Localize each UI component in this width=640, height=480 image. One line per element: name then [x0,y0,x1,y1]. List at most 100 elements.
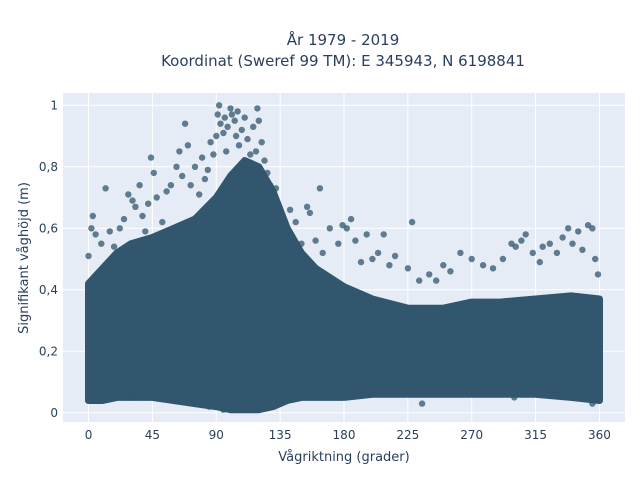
y-tick-label: 0,6 [39,221,58,235]
data-point [254,105,261,112]
data-point [380,231,387,238]
data-point [511,394,518,401]
data-point [145,200,152,207]
data-point [132,203,139,210]
data-point [489,265,497,272]
data-point [217,120,224,127]
data-point [275,209,282,217]
y-tick-label: 0,8 [39,160,58,174]
data-point [106,228,114,235]
data-point [369,391,376,398]
data-point [284,231,291,238]
data-point [176,148,183,155]
data-point [255,117,262,124]
x-tick-label: 360 [588,428,611,442]
data-point [565,225,572,232]
data-point [184,142,192,149]
data-point [404,265,412,272]
data-point [213,132,220,140]
data-point [98,240,105,247]
data-point [374,249,382,257]
y-axis-ticks: 0 0,2 0,4 0,6 0,8 1 [39,98,58,419]
data-point [129,197,136,204]
data-point [139,212,146,220]
data-point [223,148,230,155]
data-point [89,212,97,220]
data-point [347,215,355,223]
data-point [220,406,227,413]
data-point [120,215,128,223]
data-point [529,249,536,257]
data-point [234,108,241,115]
data-point [88,225,95,232]
data-point [518,237,525,244]
data-point [191,163,199,170]
data-point [589,400,596,407]
data-point [335,240,342,247]
x-tick-label: 315 [524,428,547,442]
x-tick-label: 135 [269,428,292,442]
chart-title-line-1: År 1979 - 2019 [287,30,400,49]
data-point [179,172,186,180]
x-axis-ticks: 0 45 90 135 180 225 270 315 360 [85,428,611,442]
data-point [262,403,270,410]
data-point [187,182,194,189]
data-point [125,191,132,198]
data-point [539,243,546,250]
data-point [319,249,326,257]
data-point [196,191,203,198]
data-point [231,117,238,124]
y-tick-label: 0 [50,406,58,420]
data-point [589,225,596,232]
data-point [234,406,241,413]
data-point [198,154,206,161]
data-point [215,102,223,109]
data-point [238,126,245,134]
data-point [201,175,209,183]
data-point [92,231,99,238]
data-point [110,243,118,250]
data-point [272,185,280,192]
data-point [159,218,166,226]
data-point [173,163,180,170]
data-point [250,123,257,130]
data-point [85,252,92,260]
data-point [553,249,561,257]
data-point [363,231,370,238]
data-point [298,240,305,247]
chart-title-line-2: Koordinat (Sweref 99 TM): E 345943, N 61… [161,52,525,70]
data-point [499,255,507,263]
data-point [247,151,254,158]
data-point [264,169,271,177]
data-point [235,142,243,149]
data-point [142,228,149,235]
data-point [306,209,314,217]
x-tick-label: 45 [145,428,160,442]
data-point [326,225,333,232]
data-point [224,123,231,130]
data-point [536,258,543,266]
data-point [147,154,155,161]
data-point [227,105,234,112]
data-point [214,111,221,118]
data-point [244,135,251,143]
data-point [343,225,350,232]
data-point [391,252,399,260]
data-point [286,206,294,213]
data-point [99,391,106,398]
x-axis-title: Vågriktning (grader) [278,450,409,465]
data-point [369,255,376,263]
data-point [447,268,454,275]
data-point [267,182,274,189]
data-point [220,129,227,137]
data-point [416,277,423,284]
data-point [170,397,177,404]
y-axis-title: Signifikant våghöjd (m) [17,182,32,334]
data-point [248,406,255,413]
data-point [258,139,265,146]
x-tick-label: 90 [209,428,224,442]
data-point [569,240,576,247]
x-tick-label: 270 [460,428,483,442]
data-point [479,262,487,269]
data-point [579,246,586,253]
